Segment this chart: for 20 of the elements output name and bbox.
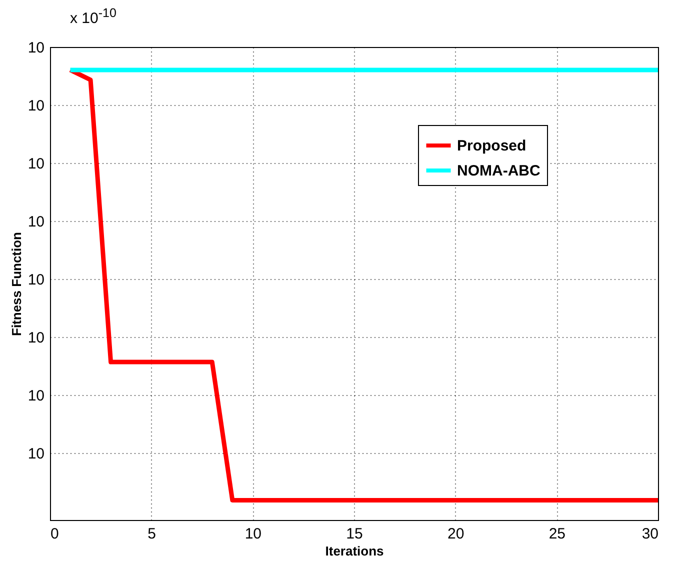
x-tick-label: 25 — [548, 526, 566, 542]
x-tick-label: 15 — [346, 526, 363, 542]
x-tick-label: 0 — [50, 526, 59, 542]
x-axis-title: Iterations — [325, 544, 384, 558]
text: 10 — [28, 214, 44, 231]
text: 10 — [28, 388, 44, 405]
legend-label: NOMA-ABC — [457, 162, 540, 180]
text: 10 — [28, 40, 44, 56]
text: 10 — [28, 330, 44, 347]
legend-label: Proposed — [457, 138, 526, 154]
text: 10 — [28, 272, 44, 289]
text: x 10$^{-10}$ — [70, 6, 116, 27]
text: 10 — [28, 98, 44, 114]
x-tick-label: 5 — [148, 526, 156, 542]
text: 10 — [28, 156, 44, 172]
text: 10 — [28, 446, 44, 463]
x-tick-label: 10 — [244, 526, 262, 542]
y-axis-title: Fitness Function — [8, 232, 24, 336]
x-tick-label: 20 — [447, 526, 464, 542]
x-tick-label: 30 — [642, 526, 658, 542]
